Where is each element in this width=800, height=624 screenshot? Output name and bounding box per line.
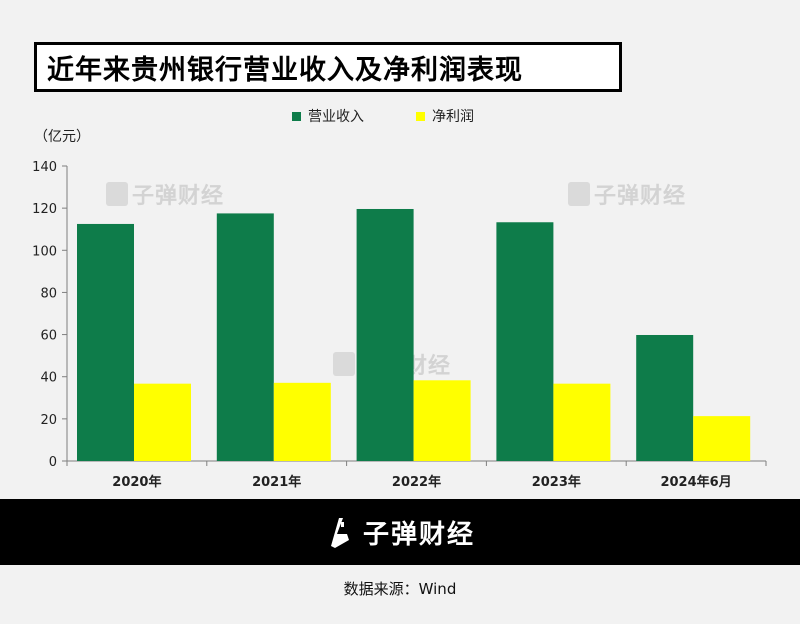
bar-profit xyxy=(693,416,751,461)
brand-name: 子弹财经 xyxy=(362,519,475,550)
y-tick-label: 140 xyxy=(32,160,57,175)
brand-logo-icon xyxy=(330,518,349,548)
legend-swatch-revenue xyxy=(292,111,301,121)
watermark-text: 子弹财经 xyxy=(132,184,225,209)
watermark-logo-icon xyxy=(106,182,128,206)
bar-revenue xyxy=(636,334,694,461)
y-tick-label: 100 xyxy=(32,244,57,259)
title-box: 近年来贵州银行营业收入及净利润表现 xyxy=(34,42,622,92)
legend-item-revenue: 营业收入 xyxy=(292,106,364,126)
legend-label-revenue: 营业收入 xyxy=(308,109,364,125)
watermark-1: 子弹财经 xyxy=(106,178,224,210)
y-tick-label: 0 xyxy=(49,455,57,470)
chart-title: 近年来贵州银行营业收入及净利润表现 xyxy=(47,54,523,86)
legend-label-profit: 净利润 xyxy=(432,109,474,125)
bar-revenue xyxy=(216,213,274,461)
watermark-text: 子弹财经 xyxy=(594,184,687,209)
footer-band: 子弹财经 xyxy=(0,499,800,565)
bar-profit xyxy=(553,383,611,461)
x-category-label: 2023年 xyxy=(532,474,581,490)
y-tick-label: 80 xyxy=(40,286,57,301)
y-tick-label: 120 xyxy=(32,202,57,217)
bar-profit xyxy=(413,380,471,461)
x-category-label: 2024年6月 xyxy=(660,474,731,490)
bar-revenue xyxy=(496,222,554,461)
bar-profit xyxy=(273,382,331,461)
y-tick-label: 60 xyxy=(40,329,57,344)
bar-revenue xyxy=(77,223,134,461)
watermark-2: 子弹财经 xyxy=(568,178,686,210)
bar-chart: 0 20 40 60 80 100 120 140 2020年 2021年 2022年 2023年 20… xyxy=(32,160,767,490)
x-category-label: 2022年 xyxy=(392,474,441,490)
watermark-logo-icon xyxy=(568,182,590,206)
legend-swatch-profit xyxy=(416,111,425,121)
bar-profit xyxy=(134,383,191,461)
y-tick-label: 40 xyxy=(40,371,57,386)
legend: 营业收入 净利润 xyxy=(292,106,474,126)
legend-item-profit: 净利润 xyxy=(416,106,474,126)
data-source: 数据来源：Wind xyxy=(343,580,457,598)
x-category-label: 2020年 xyxy=(112,474,161,490)
bar-revenue xyxy=(356,208,414,461)
watermark-logo-icon xyxy=(333,352,355,376)
y-tick-label: 20 xyxy=(40,413,57,428)
y-axis-unit: （亿元） xyxy=(34,129,90,145)
x-category-label: 2021年 xyxy=(252,474,301,490)
